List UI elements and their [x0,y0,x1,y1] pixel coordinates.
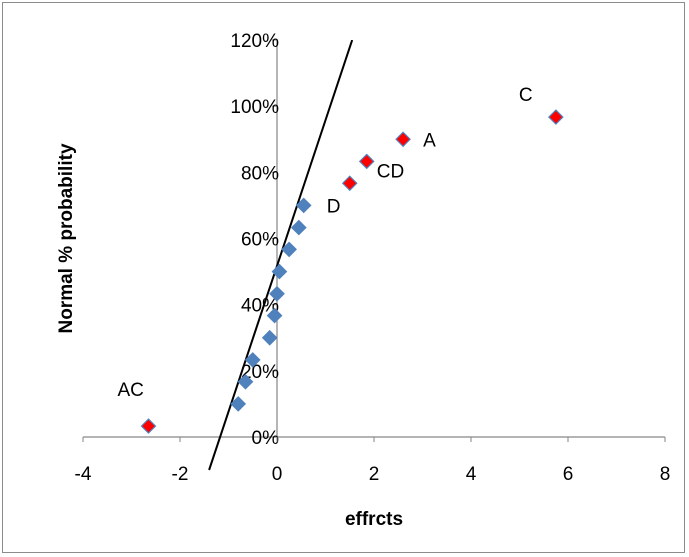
x-tick-label: 8 [660,464,671,485]
x-tick-label: -2 [172,464,189,485]
data-point [295,197,312,214]
y-tick-label: 60% [241,230,279,251]
data-point-label: CD [377,161,404,182]
x-tick-label: 2 [369,464,380,485]
significant-data-point [140,418,157,434]
y-tick-label: 120% [230,31,279,52]
x-axis-title: effrcts [345,509,403,530]
data-point [281,241,297,258]
data-point [266,307,283,324]
data-point [271,263,288,280]
x-tick-label: 4 [466,464,477,485]
y-tick-label: 40% [241,296,279,317]
y-tick-label: 80% [241,163,279,184]
significant-data-point [341,175,358,192]
data-point [230,396,247,412]
data-point [269,285,285,302]
data-point [261,329,278,346]
data-point-label: C [519,85,533,106]
reference-line [208,40,354,471]
data-point [290,219,307,236]
significant-data-point [395,131,411,148]
y-tick-label: 0% [252,428,280,449]
y-axis-title: Normal % probability [56,143,77,333]
significant-data-point [358,153,375,170]
y-tick-label: 20% [241,362,279,383]
data-point-label: D [327,196,341,217]
data-point [244,352,261,368]
data-point-label: A [423,130,436,151]
data-point-label: AC [117,380,143,401]
significant-data-point [548,109,564,125]
y-tick-label: 100% [230,97,279,118]
x-tick-label: 0 [272,464,283,485]
data-point [237,373,254,390]
x-tick-label: -4 [75,464,92,485]
x-tick-label: 6 [563,464,574,485]
